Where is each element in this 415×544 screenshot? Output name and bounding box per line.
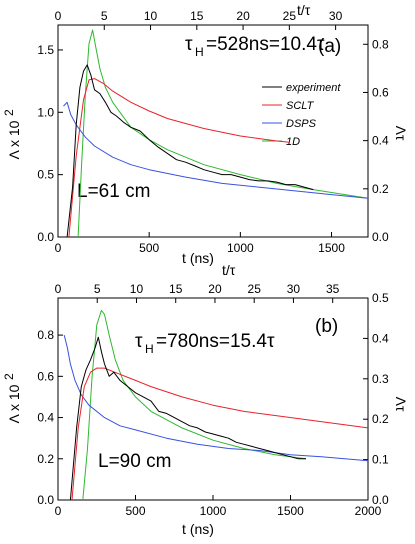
panel-b-tau-value: =780ns=15.4τ <box>156 331 275 352</box>
legend-label-experiment: experiment <box>286 82 341 94</box>
panel-a-right-tick-label: 0.2 <box>372 182 389 196</box>
panel-b-y-tick-label: 0.8 <box>37 328 54 342</box>
panel-a-annotations: τ H =528ns=10.4τ (a) L=61 cm t (ns) t/τ … <box>2 2 409 266</box>
panel-a-y-tick-label: 1.0 <box>37 105 54 119</box>
panel-b-right-tick-label: 0.4 <box>372 331 389 345</box>
panel-a-frame <box>57 24 369 238</box>
panel-a-series-dsps <box>63 101 368 199</box>
panel-b-plot: 0 500 1000 1500 2000 0 5 10 15 20 25 30 35 0.0 0.2 0.4 0… <box>37 282 389 518</box>
panel-b-top-tick-label: 25 <box>248 282 262 296</box>
legend-label-sclt: SCLT <box>286 100 315 112</box>
panel-b-right-tick-label: 0.0 <box>372 493 389 507</box>
panel-a-y-axis-title: Λ x 10 <box>6 120 22 159</box>
panel-b-length: L=90 cm <box>98 451 171 472</box>
panel-a-series-experiment <box>66 64 314 237</box>
panel-a-series-1d <box>77 29 368 237</box>
panel-b-tau-subscript: H <box>145 342 154 356</box>
panel-a-top-tick-label: 15 <box>190 9 204 23</box>
panel-b-x-tick-label: 1000 <box>200 504 227 518</box>
panel-b-right-tick-label: 0.1 <box>372 453 389 467</box>
panel-b-x-tick-label: 1500 <box>277 504 304 518</box>
panel-b-x-tick-label: 500 <box>125 504 145 518</box>
panel-a-plot: 0 500 1000 1500 0 5 10 15 20 25 30 0.0 0.5 1.0 1.5 0.0 0… <box>37 9 389 255</box>
panel-a-x-tick-label: 500 <box>139 241 159 255</box>
panel-b-y-axis-title: Λ x 10 <box>6 384 22 423</box>
panel-b-top-tick-label: 35 <box>326 282 340 296</box>
panel-a-top-tick-label: 10 <box>144 9 158 23</box>
panel-b-top-tick-label: 30 <box>287 282 301 296</box>
panel-b-y-tick-label: 0.0 <box>37 493 54 507</box>
panel-b-y-tick-label: 0.2 <box>37 452 54 466</box>
panel-b-top-tick-label: 10 <box>130 282 144 296</box>
panel-a-y-axis-sup: 2 <box>2 109 16 116</box>
panel-b-y-tick-label: 0.6 <box>37 369 54 383</box>
panel-b-right-tick-label: 0.3 <box>372 372 389 386</box>
panel-a-top-tick-label: 5 <box>101 9 108 23</box>
panel-b-top-tick-label: 15 <box>169 282 183 296</box>
panel-b-right-tick-label: 0.2 <box>372 412 389 426</box>
panel-b-annotations: τ H =780ns=15.4τ (b) L=90 cm t (ns) t/τ … <box>2 262 409 537</box>
panel-b-top-axis-title: t/τ <box>222 262 236 278</box>
panel-a-right-axis-title: Λτ <box>393 126 409 141</box>
panel-a-tau-subscript: H <box>195 45 204 59</box>
panel-a-top-tick-label: 30 <box>329 9 343 23</box>
panel-a-y-tick-label: 0.5 <box>37 168 54 182</box>
panel-a-series-sclt <box>68 78 290 237</box>
panel-a-y-tick-label: 0.0 <box>37 230 54 244</box>
panel-b-top-tick-label: 5 <box>94 282 101 296</box>
panel-b-top-tick-label: 0 <box>55 282 62 296</box>
panel-a-label: (a) <box>318 36 341 57</box>
panel-a-right-tick-label: 0.6 <box>372 85 389 99</box>
panel-b-x-tick-label: 2000 <box>355 504 382 518</box>
panel-a-x-axis-title: t (ns) <box>182 250 214 266</box>
panel-b-series-sclt <box>71 367 368 500</box>
panel-b-right-tick-label: 0.5 <box>372 291 389 305</box>
panel-a-x-tick-label: 1000 <box>227 241 254 255</box>
panel-a-length: L=61 cm <box>77 181 150 202</box>
panel-a-x-tick-label: 0 <box>55 241 62 255</box>
panel-b-tau-symbol: τ <box>135 331 143 352</box>
panel-b-top-tick-label: 20 <box>208 282 222 296</box>
legend-label-dsps: DSPS <box>286 118 317 130</box>
panel-a-y-tick-label: 1.5 <box>37 43 54 57</box>
panel-b-series-experiment <box>69 336 306 500</box>
panel-b-x-axis-title: t (ns) <box>182 521 214 537</box>
panel-b-y-tick-label: 0.4 <box>37 411 54 425</box>
panel-a-right-tick-label: 0.4 <box>372 134 389 148</box>
panel-a-tau-value: =528ns=10.4τ <box>206 34 325 55</box>
panel-b-y-axis-sup: 2 <box>2 373 16 380</box>
panel-a-top-tick-label: 25 <box>283 9 297 23</box>
panel-b-label: (b) <box>315 316 338 337</box>
panel-a-x-tick-label: 1500 <box>318 241 345 255</box>
panel-a-top-axis-title: t/τ <box>297 2 311 18</box>
panel-a-right-tick-label: 0.0 <box>372 230 389 244</box>
panel-b-right-axis-title: Λτ <box>393 397 409 412</box>
panel-b-x-tick-label: 0 <box>55 504 62 518</box>
legend: experiment SCLT DSPS 1D <box>262 82 341 148</box>
panel-a-top-tick-label: 0 <box>55 9 62 23</box>
panel-a-right-tick-label: 0.8 <box>372 37 389 51</box>
panel-a-top-tick-label: 20 <box>236 9 250 23</box>
legend-label-1d: 1D <box>286 136 300 148</box>
panel-a-tau-symbol: τ <box>185 34 193 55</box>
